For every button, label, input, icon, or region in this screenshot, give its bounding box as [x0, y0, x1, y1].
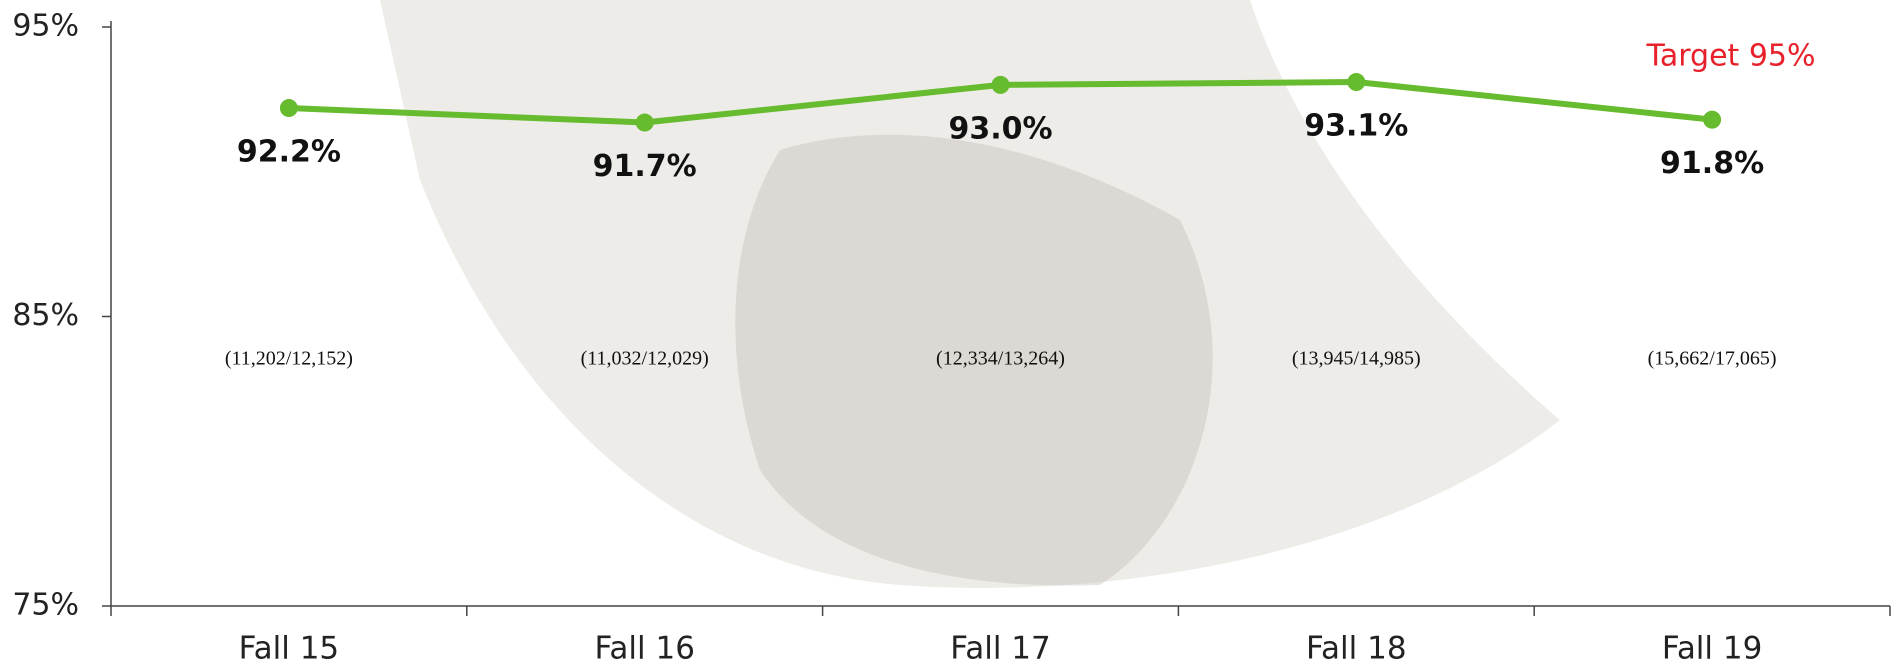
data-point [280, 99, 298, 117]
y-tick-label: 95% [12, 9, 79, 44]
data-point [1703, 111, 1721, 129]
y-tick-label: 75% [12, 588, 79, 623]
x-tick-label: Fall 19 [1662, 631, 1763, 667]
value-label: 91.8% [1660, 146, 1764, 181]
value-label: 91.7% [593, 149, 697, 184]
x-tick-label: Fall 17 [950, 631, 1051, 667]
count-label: (12,334/13,264) [936, 348, 1065, 370]
chart: Target 95% 75% 85% 95% Fall 15 (11,202/12,15… [0, 0, 1900, 670]
count-label: (13,945/14,985) [1292, 348, 1421, 370]
value-label: 92.2% [237, 135, 341, 170]
target-annotation: Target 95% [1645, 39, 1815, 74]
y-tick-label: 85% [12, 298, 79, 333]
count-label: (11,202/12,152) [225, 348, 353, 370]
data-point [636, 114, 654, 132]
x-tick-label: Fall 15 [239, 631, 340, 667]
count-label: (11,032/12,029) [581, 348, 709, 370]
value-label: 93.0% [948, 111, 1052, 146]
data-point [992, 76, 1010, 94]
count-label: (15,662/17,065) [1648, 348, 1777, 370]
x-tick-label: Fall 18 [1306, 631, 1407, 667]
value-label: 93.1% [1304, 109, 1408, 144]
x-tick-label: Fall 16 [594, 631, 695, 667]
data-point [1347, 73, 1365, 91]
